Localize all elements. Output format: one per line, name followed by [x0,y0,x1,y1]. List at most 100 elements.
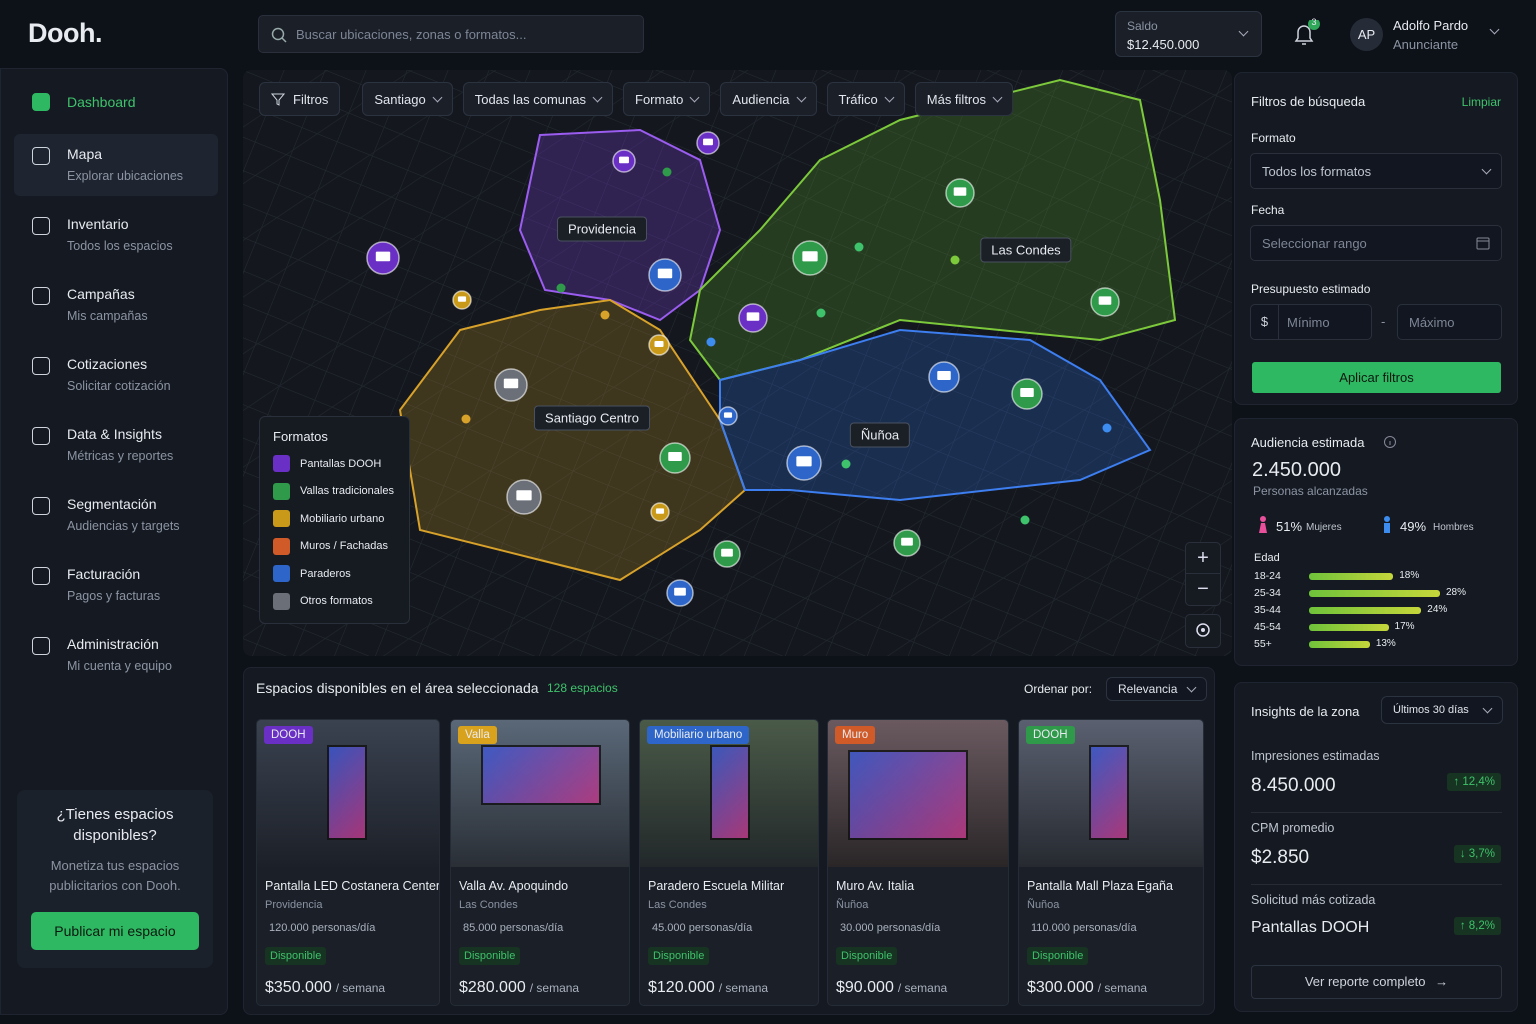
pin-icon [796,456,812,467]
chevron [1481,164,1492,174]
period-select[interactable]: Últimos 30 días [1381,696,1503,724]
map-pin [718,406,738,426]
search-box[interactable]: Buscar ubicaciones, zonas o formatos... [258,15,644,53]
legend-swatch [273,592,290,610]
min-input[interactable]: $ Mínimo [1250,304,1372,340]
card-price: $120.000/ semana [648,979,768,997]
nav-item[interactable]: Facturación Pagos y facturas [14,554,218,616]
calendar-icon [1476,237,1490,250]
age-share: 17% [1394,621,1415,632]
pin-icon [503,378,519,389]
nav-item[interactable]: Inventario Todos los espacios [14,204,218,266]
space-card[interactable]: DOOH Pantalla Mall Plaza Egaña Ñuñoa 110.00… [1018,719,1204,1006]
map-pin [494,368,528,402]
legend-item[interactable]: Mobiliario urbano [273,510,384,527]
map-pin [928,361,960,393]
card-tag: DOOH [1026,726,1075,744]
filter-pill[interactable]: Santiago [362,82,453,116]
legend-item[interactable]: Pantallas DOOH [273,455,381,472]
nav-item[interactable]: Campañas Mis campañas [14,274,218,336]
age-range: 45-54 [1254,621,1281,633]
space-card[interactable]: Valla Valla Av. Apoquindo Las Condes 85.000… [450,719,630,1006]
insight-value: $2.850 [1251,847,1310,868]
filter-pill[interactable]: Audiencia [720,82,817,116]
bell-icon[interactable] [1290,20,1320,50]
space-card[interactable]: Muro Muro Av. Italia Ñuñoa 30.000 personas/… [827,719,1009,1006]
filter-pill[interactable]: Tráfico [826,82,905,116]
card-name: Muro Av. Italia [836,879,915,893]
pin-icon [723,412,733,418]
nav-sublabel: Audiencias y targets [67,519,180,533]
nav-item[interactable]: Administración Mi cuenta y equipo [14,624,218,686]
format-select[interactable]: Todos los formatos [1250,153,1502,189]
legend-item[interactable]: Vallas tradicionales [273,482,394,500]
map-dot [461,414,471,424]
map-pin [650,502,670,522]
zone-label[interactable]: Providencia [557,216,647,242]
nav-item[interactable]: Mapa Explorar ubicaciones [14,134,218,196]
apply-button[interactable]: Aplicar filtros [1252,362,1501,393]
filter-pill[interactable]: Formato [623,82,711,116]
age-share: 18% [1399,570,1420,581]
women-share: 51% [1276,519,1303,534]
nav-item[interactable]: Segmentación Audiencias y targets [14,484,218,546]
filter-pill[interactable]: Todas las comunas [462,82,613,116]
avatar[interactable]: AP [1350,18,1383,51]
zone-label[interactable]: Las Condes [980,237,1072,263]
card-area: Ñuñoa [1027,899,1060,911]
pin-icon [375,251,391,262]
map-dot [816,308,826,318]
legend-item[interactable]: Paraderos [273,565,351,582]
age-share: 28% [1446,587,1467,598]
nav-sublabel: Explorar ubicaciones [67,169,184,183]
locate-button[interactable] [1185,614,1221,648]
map-pin [666,579,694,607]
price-unit: / semana [718,981,769,995]
chevron [592,92,603,102]
zoom-in[interactable]: + [1197,547,1209,569]
filter-pill[interactable]: Más filtros [914,82,1013,116]
nav-label: Administración [67,636,159,652]
date-input[interactable]: Seleccionar rango [1250,225,1502,261]
space-card[interactable]: Mobiliario urbano Paradero Escuela Milita… [639,719,819,1006]
space-card[interactable]: DOOH Pantalla LED Costanera Center Provide… [256,719,440,1006]
nav-label: Segmentación [67,496,157,512]
legend-item[interactable]: Muros / Fachadas [273,537,388,555]
locate-icon [1196,623,1210,637]
info-icon[interactable] [1383,435,1397,449]
nav-item[interactable]: Dashboard [14,83,218,121]
zoom-controls[interactable]: + − [1185,542,1221,606]
card-price: $90.000/ semana [836,979,947,997]
map-pin [612,149,636,173]
filters-panel: Filtros de búsqueda Limpiar Formato Todo… [1234,72,1518,405]
logo[interactable]: Dooh. [28,18,102,48]
filter-label: Tráfico [838,91,878,107]
map-pin [659,442,691,474]
zone-label[interactable]: Santiago Centro [534,405,650,431]
map-pin [945,178,975,208]
card-price: $280.000/ semana [459,979,579,997]
nav-item[interactable]: Cotizaciones Solicitar cotización [14,344,218,406]
balance-box[interactable]: Saldo $12.450.000 [1115,11,1262,57]
filter-pill[interactable]: Filtros [259,82,341,116]
legend-item[interactable]: Otros formatos [273,592,373,610]
status-badge: Disponible [1027,947,1089,965]
budget-label: Presupuesto estimado [1251,282,1371,296]
insight-change: ↑ 8,2% [1453,917,1501,935]
chevron[interactable] [1489,24,1500,35]
map-pin [786,445,822,481]
max-input[interactable]: Máximo [1397,304,1502,340]
nav-item[interactable]: Data & Insights Métricas y reportes [14,414,218,476]
clear-link[interactable]: Limpiar [1461,95,1501,109]
insight-change: ↑ 12,4% [1447,773,1501,791]
zoom-out[interactable]: − [1186,573,1220,604]
price-value: $280.000 [459,979,526,996]
map-pin [792,240,828,276]
zone-label[interactable]: Ñuñoa [849,422,911,448]
report-button[interactable]: Ver reporte completo → [1251,965,1502,999]
sort-select[interactable]: Relevancia [1106,677,1207,701]
male-icon [1384,516,1390,533]
age-bar [1309,641,1370,648]
nav-icon [32,287,50,305]
promo-button[interactable]: Publicar mi espacio [31,912,199,950]
